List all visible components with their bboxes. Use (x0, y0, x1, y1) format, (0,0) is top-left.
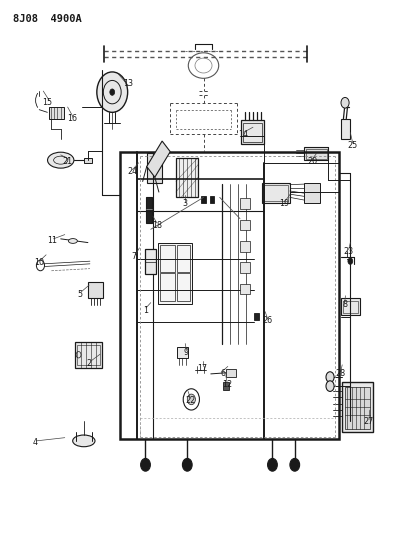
Bar (264, 184, 288, 200)
Bar (240, 284, 250, 294)
Text: 10: 10 (34, 258, 44, 266)
Circle shape (326, 372, 334, 382)
Bar (88, 282, 103, 298)
Bar (263, 182, 290, 203)
Bar (240, 262, 250, 273)
Bar (341, 298, 360, 316)
Bar (160, 245, 175, 272)
Text: 8J08  4900A: 8J08 4900A (13, 14, 82, 24)
Text: 12: 12 (222, 380, 232, 389)
Bar (77, 345, 100, 365)
Text: 20: 20 (307, 157, 317, 166)
Bar (144, 249, 156, 274)
Bar (84, 158, 92, 163)
Bar (120, 152, 339, 439)
Text: 22: 22 (186, 396, 196, 405)
Bar (240, 220, 250, 230)
Text: 7: 7 (131, 253, 136, 261)
Ellipse shape (68, 239, 77, 244)
Bar (146, 197, 152, 223)
Bar (254, 313, 259, 320)
Text: 11: 11 (48, 237, 58, 246)
Circle shape (348, 258, 353, 264)
Bar (147, 154, 162, 182)
Text: 2: 2 (87, 359, 92, 368)
Text: 24: 24 (127, 167, 138, 176)
Text: 19: 19 (279, 199, 289, 208)
Bar (210, 196, 214, 203)
Circle shape (326, 381, 334, 391)
Text: 21: 21 (63, 157, 73, 166)
Bar (158, 243, 192, 304)
Text: 5: 5 (77, 289, 82, 298)
Bar (306, 149, 327, 159)
Bar (304, 147, 328, 160)
Text: 9: 9 (184, 348, 189, 357)
Bar (304, 182, 319, 203)
Text: 26: 26 (263, 316, 273, 325)
Text: 4: 4 (33, 439, 38, 448)
Bar (345, 387, 370, 429)
Ellipse shape (73, 435, 95, 447)
Bar (177, 245, 190, 272)
Bar (176, 158, 198, 197)
Circle shape (141, 458, 150, 471)
Text: 23: 23 (344, 247, 354, 256)
Bar (241, 120, 264, 144)
Bar (48, 107, 64, 119)
Polygon shape (147, 141, 170, 177)
Text: 27: 27 (364, 417, 374, 426)
Text: 6: 6 (221, 369, 225, 378)
Circle shape (97, 72, 128, 112)
Bar (177, 273, 190, 301)
Bar (177, 348, 188, 358)
Bar (223, 382, 229, 390)
Text: 25: 25 (348, 141, 358, 150)
Text: 18: 18 (152, 221, 162, 230)
Bar (243, 123, 263, 142)
Text: 16: 16 (67, 114, 77, 123)
Bar (342, 382, 373, 432)
Circle shape (182, 458, 192, 471)
Text: 15: 15 (42, 98, 53, 107)
Text: 14: 14 (238, 130, 248, 139)
Circle shape (110, 89, 115, 95)
Text: 3: 3 (183, 199, 188, 208)
Text: 13: 13 (123, 78, 133, 87)
Text: 17: 17 (198, 364, 208, 373)
Circle shape (290, 458, 300, 471)
Text: 28: 28 (335, 369, 346, 378)
Ellipse shape (48, 152, 74, 168)
Bar (201, 196, 206, 203)
Text: 8: 8 (342, 300, 347, 309)
Circle shape (341, 98, 349, 108)
Bar (74, 342, 102, 368)
Bar (240, 241, 250, 252)
Bar (341, 119, 350, 139)
Bar (240, 198, 250, 209)
Bar (160, 273, 175, 301)
Circle shape (187, 394, 195, 405)
Circle shape (267, 458, 277, 471)
Bar (226, 368, 236, 377)
Bar (343, 301, 358, 313)
Text: 1: 1 (143, 305, 149, 314)
